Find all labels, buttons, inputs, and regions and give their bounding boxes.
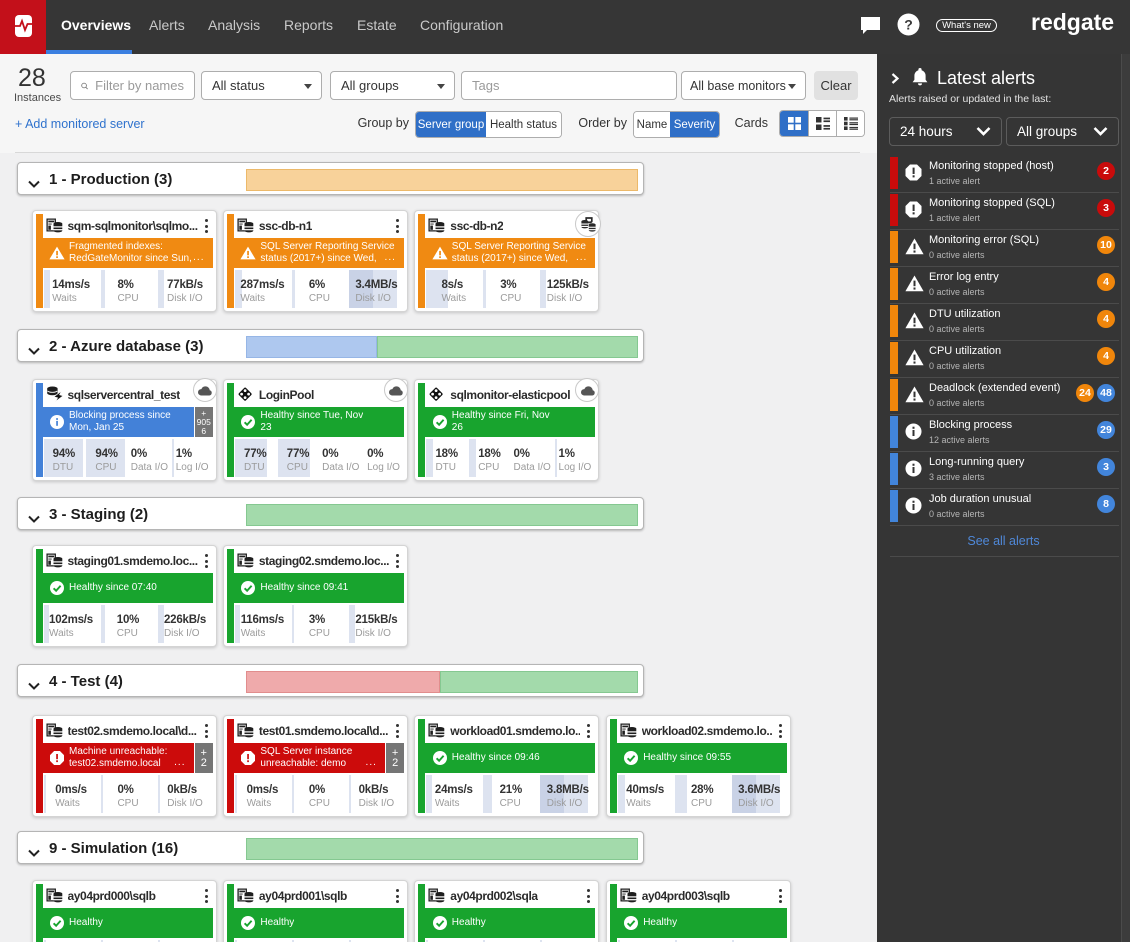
svg-text:?: ? [904,17,913,33]
